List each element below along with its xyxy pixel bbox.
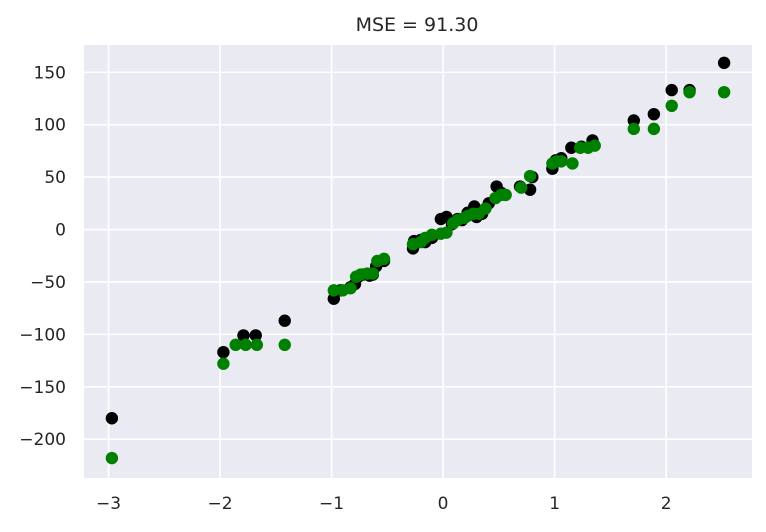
y-tick-label: −100 [19,325,66,345]
scatter-point [327,284,341,297]
scatter-point [717,85,731,99]
y-tick-label: 0 [55,221,66,241]
x-tick-label: 1 [549,494,560,514]
y-tick-label: −200 [19,430,66,450]
scatter-point [366,267,380,280]
y-tick-label: 100 [34,116,66,136]
scatter-point [647,107,661,121]
series-green-points [105,85,731,465]
scatter-point [627,122,640,136]
scatter-point [665,83,678,97]
scatter-point [278,338,291,352]
y-tick-label: 50 [44,168,66,188]
scatter-point [683,85,696,99]
scatter-point [249,329,262,342]
x-tick-label: −1 [319,494,344,514]
scatter-point [377,252,391,266]
scatter-point [566,157,579,170]
scatter-point [105,412,119,425]
scatter-point [555,155,568,168]
scatter-point [479,202,492,215]
scatter-point [717,56,731,70]
x-tick-label: 0 [438,494,449,514]
scatter-point [565,141,578,154]
scatter-point [588,139,601,152]
x-tick-label: −3 [96,494,121,514]
scatter-point [229,338,242,352]
scatter-point [523,169,537,183]
x-tick-label: −2 [208,494,233,514]
plot-area [84,45,752,478]
scatter-point [237,329,250,342]
scatter-point [665,99,678,113]
series-layer [105,56,731,465]
scatter-point [499,188,512,202]
scatter-point [514,181,528,194]
scatter-point [217,345,230,359]
y-tick-labels: −200 −150 −100 −50 0 50 100 150 [19,63,66,450]
scatter-point [344,282,357,295]
y-tick-label: 150 [34,63,66,83]
scatter-point [239,338,252,352]
y-tick-label: −150 [19,378,66,398]
scatter-point [278,314,291,327]
y-tick-label: −50 [30,273,66,293]
scatter-point [217,357,230,370]
scatter-point [647,122,661,136]
grid-lines [84,45,752,478]
x-tick-label: 2 [661,494,672,514]
chart-title: MSE = 91.30 [356,14,479,36]
scatter-point [250,338,264,352]
scatter-point [105,451,119,465]
x-tick-labels: −3 −2 −1 0 1 2 [96,494,672,514]
scatter-point [440,226,453,239]
